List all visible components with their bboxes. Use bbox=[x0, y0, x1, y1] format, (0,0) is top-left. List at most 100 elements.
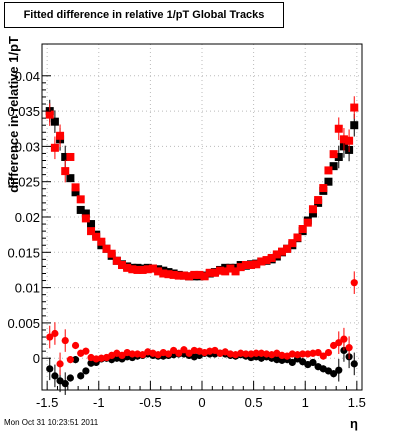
data-point bbox=[241, 261, 250, 270]
data-point bbox=[221, 267, 230, 276]
data-point bbox=[138, 265, 147, 274]
data-point bbox=[252, 260, 261, 269]
data-point bbox=[128, 350, 136, 358]
data-point bbox=[56, 131, 65, 140]
data-point bbox=[324, 348, 333, 357]
data-point bbox=[87, 220, 96, 229]
data-point bbox=[61, 167, 70, 176]
x-tick-label: 0.5 bbox=[245, 395, 263, 410]
data-point bbox=[190, 270, 199, 279]
data-point bbox=[77, 372, 85, 380]
data-point bbox=[329, 150, 338, 159]
data-point bbox=[164, 350, 173, 358]
data-point bbox=[335, 366, 343, 374]
data-point bbox=[82, 367, 90, 375]
data-point bbox=[350, 279, 358, 287]
data-point bbox=[200, 272, 209, 281]
data-point bbox=[226, 264, 235, 273]
data-point bbox=[71, 188, 80, 197]
x-tick-label: 1 bbox=[302, 395, 309, 410]
data-point bbox=[143, 265, 152, 274]
y-tick-label: 0.015 bbox=[7, 245, 40, 260]
chart-title: Fitted difference in relative 1/pT Globa… bbox=[4, 2, 284, 28]
data-point bbox=[66, 356, 74, 364]
data-point bbox=[339, 135, 348, 144]
x-axis-title: η bbox=[350, 416, 358, 431]
y-axis-title: difference in relative 1/pT bbox=[6, 36, 21, 193]
data-point bbox=[257, 257, 266, 266]
tick-labels: -1.5 -1 -0.5 0 0.5 1 1.5 0 0.005 0.01 0.015 0.02 0.0… bbox=[7, 69, 365, 410]
data-point bbox=[51, 329, 59, 338]
y-tick-label: 0.005 bbox=[7, 316, 40, 331]
data-point bbox=[169, 270, 178, 279]
data-point bbox=[87, 227, 96, 236]
data-point bbox=[334, 152, 343, 161]
data-point bbox=[309, 358, 317, 367]
data-point bbox=[97, 237, 106, 246]
axis-ticks bbox=[42, 75, 358, 390]
data-point bbox=[345, 136, 354, 145]
data-point bbox=[179, 271, 188, 280]
data-point bbox=[308, 205, 317, 214]
data-point bbox=[81, 214, 90, 223]
data-point bbox=[242, 350, 250, 358]
data-point bbox=[71, 341, 80, 350]
data-point bbox=[319, 184, 328, 193]
data-point bbox=[236, 263, 245, 272]
data-point bbox=[92, 232, 101, 241]
data-point bbox=[299, 350, 307, 358]
data-point bbox=[185, 272, 194, 281]
data-point bbox=[133, 265, 142, 274]
data-point bbox=[324, 177, 333, 186]
data-point bbox=[159, 269, 168, 278]
y-tick-label: 0.03 bbox=[15, 139, 40, 154]
data-point bbox=[278, 247, 286, 256]
data-point bbox=[81, 209, 90, 218]
x-tick-label: 1.5 bbox=[348, 395, 366, 410]
y-tick-label: 0 bbox=[33, 351, 40, 366]
data-point bbox=[148, 264, 157, 273]
data-point bbox=[128, 265, 137, 274]
data-point bbox=[82, 347, 90, 355]
y-tick-label: 0.01 bbox=[15, 281, 40, 296]
data-point bbox=[210, 268, 219, 277]
data-point bbox=[71, 183, 80, 192]
data-point bbox=[61, 152, 70, 161]
data-point bbox=[330, 370, 338, 378]
data-point bbox=[314, 196, 323, 205]
data-point bbox=[303, 218, 312, 227]
data-point bbox=[308, 209, 317, 218]
data-point bbox=[205, 268, 214, 277]
data-point bbox=[164, 270, 173, 279]
grid bbox=[42, 44, 362, 390]
data-point bbox=[66, 174, 75, 183]
data-point bbox=[335, 339, 343, 347]
data-point bbox=[262, 256, 271, 265]
data-point bbox=[314, 348, 322, 357]
timestamp-footer: Mon Oct 31 10:23:51 2011 bbox=[4, 418, 99, 427]
data-point bbox=[252, 349, 260, 357]
data-point bbox=[298, 225, 307, 234]
data-point bbox=[272, 250, 281, 259]
data-point bbox=[46, 333, 54, 341]
data-point bbox=[102, 244, 111, 253]
series-2 bbox=[45, 96, 359, 281]
data-point bbox=[66, 152, 75, 161]
data-point bbox=[61, 380, 69, 388]
series-4 bbox=[46, 271, 358, 376]
data-point bbox=[123, 263, 132, 272]
data-point bbox=[195, 270, 204, 279]
data-point bbox=[247, 261, 256, 270]
data-point bbox=[267, 253, 276, 262]
data-point bbox=[76, 195, 85, 204]
data-point bbox=[118, 261, 126, 270]
x-tick-label: -1.5 bbox=[36, 395, 58, 410]
data-point bbox=[175, 349, 183, 357]
data-series bbox=[45, 96, 359, 395]
data-point bbox=[46, 365, 54, 373]
y-tick-label: 0.035 bbox=[7, 104, 40, 119]
x-tick-label: 0 bbox=[198, 395, 205, 410]
data-point bbox=[50, 117, 59, 126]
data-point bbox=[283, 244, 292, 253]
